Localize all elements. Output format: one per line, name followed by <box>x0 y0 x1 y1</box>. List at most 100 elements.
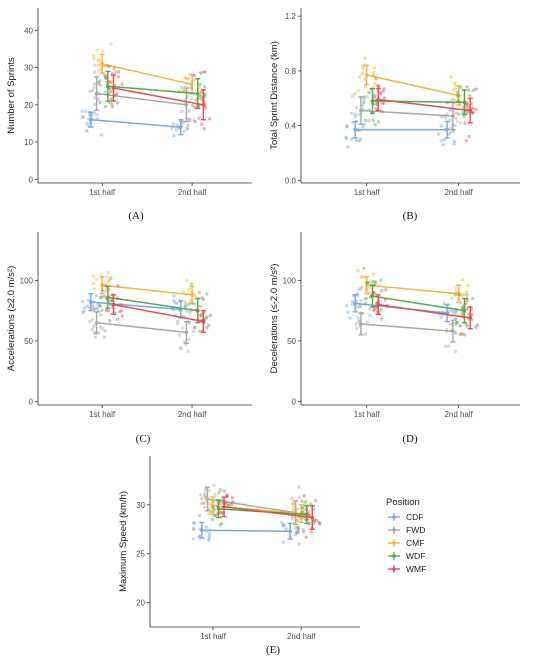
data-point <box>213 513 218 518</box>
data-point <box>475 323 480 327</box>
data-point <box>192 521 197 525</box>
data-point <box>91 281 96 285</box>
data-point <box>207 537 211 541</box>
data-point <box>373 280 378 284</box>
data-point <box>197 513 202 518</box>
data-point <box>188 310 192 315</box>
data-point <box>465 324 469 328</box>
data-point <box>204 497 208 501</box>
data-point <box>464 138 468 143</box>
x-tick-label: 2nd half <box>178 410 207 419</box>
data-point <box>215 504 220 508</box>
y-axis-label: Maximum Speed (km/h) <box>118 491 129 592</box>
data-point <box>453 330 458 335</box>
data-point <box>371 290 376 295</box>
series-wmf <box>367 77 478 143</box>
data-point <box>80 109 84 113</box>
data-point <box>103 90 107 95</box>
data-point <box>96 63 100 68</box>
data-point <box>98 304 103 308</box>
data-point <box>439 315 443 320</box>
data-point <box>460 332 464 336</box>
data-point <box>198 534 202 538</box>
mean-point <box>94 91 99 96</box>
y-tick-label: 30 <box>24 64 33 73</box>
data-point <box>172 294 176 298</box>
data-point <box>90 327 95 332</box>
data-point <box>191 527 196 532</box>
data-point <box>365 281 370 285</box>
mean-point <box>111 86 116 90</box>
legend-item-wmf: WMF <box>388 564 426 574</box>
data-point <box>93 70 97 74</box>
data-point <box>379 278 383 282</box>
data-point <box>95 116 99 121</box>
mean-point <box>195 91 200 96</box>
data-point <box>374 102 379 106</box>
data-point <box>460 305 465 309</box>
data-point <box>116 70 121 74</box>
data-point <box>359 136 363 141</box>
data-point <box>99 273 104 277</box>
data-point <box>103 105 108 109</box>
mean-point <box>89 117 93 122</box>
data-point <box>374 106 378 111</box>
data-point <box>467 135 471 139</box>
data-point <box>218 523 222 527</box>
data-point <box>101 49 105 54</box>
data-point <box>350 111 354 116</box>
data-point <box>357 75 362 80</box>
data-point <box>456 93 460 97</box>
data-point <box>297 495 302 500</box>
legend-key-point <box>392 567 396 571</box>
data-point <box>108 318 112 323</box>
series-fwd <box>354 297 463 353</box>
data-point <box>344 135 348 140</box>
data-point <box>198 82 202 87</box>
data-point <box>361 64 365 69</box>
data-point <box>359 286 363 291</box>
data-point <box>88 89 92 94</box>
data-point <box>312 521 316 526</box>
y-tick-label: 0.4 <box>285 122 297 131</box>
data-point <box>189 96 194 100</box>
series-fwd <box>88 70 196 137</box>
data-point <box>194 308 198 312</box>
data-point <box>439 124 443 128</box>
data-point <box>356 89 361 93</box>
data-point <box>344 136 349 141</box>
data-point <box>175 123 179 127</box>
data-point <box>354 309 358 313</box>
data-point <box>363 297 367 301</box>
series-fwd <box>350 77 463 134</box>
data-point <box>98 325 102 329</box>
x-tick-label: 1st half <box>200 632 227 641</box>
data-point <box>171 298 176 303</box>
legend-label: WMF <box>406 564 426 574</box>
data-point <box>470 296 475 301</box>
data-point <box>108 279 112 283</box>
data-point <box>199 122 204 126</box>
data-point <box>457 112 462 116</box>
data-point <box>355 138 359 143</box>
legend-item-cdf: CDF <box>388 512 423 522</box>
data-point <box>204 494 208 498</box>
data-point <box>95 307 100 311</box>
data-point <box>350 121 354 125</box>
data-point <box>363 84 368 89</box>
series-cdf <box>344 286 458 323</box>
data-point <box>102 335 106 339</box>
data-point <box>181 119 185 124</box>
data-point <box>471 111 476 115</box>
data-point <box>229 502 234 507</box>
data-point <box>354 321 359 326</box>
data-point <box>458 324 463 328</box>
data-point <box>184 309 189 313</box>
data-point <box>207 534 212 539</box>
data-point <box>185 77 189 81</box>
data-point <box>219 511 224 515</box>
data-point <box>360 274 364 279</box>
data-point <box>186 337 191 341</box>
mean-line <box>102 284 193 296</box>
series-cmf <box>356 269 470 305</box>
